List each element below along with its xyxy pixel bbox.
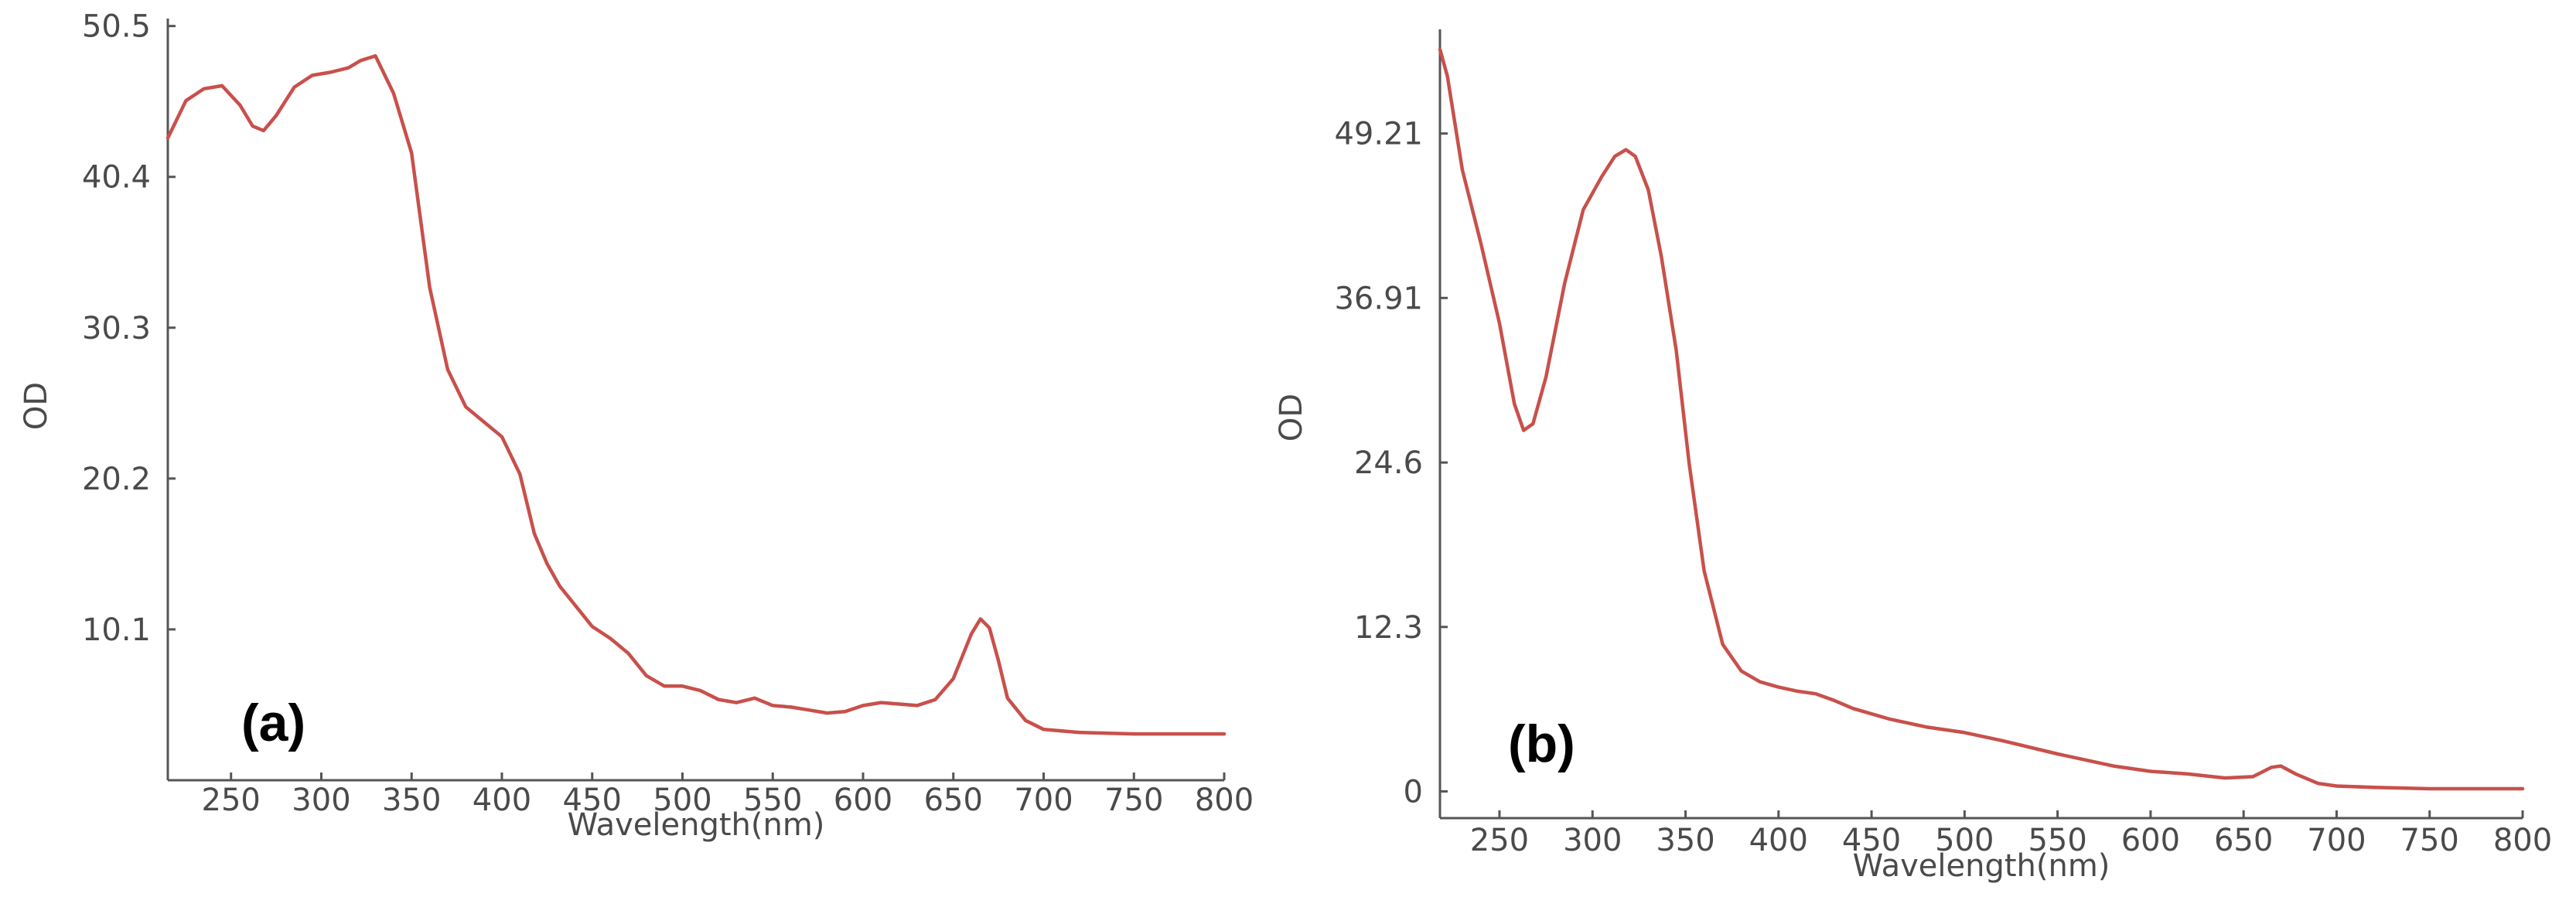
x-tick-label-a: 450 — [563, 783, 622, 818]
panel-label-b: (b) — [1508, 714, 1575, 773]
x-axis-label-a: Wavelength(nm) — [568, 807, 825, 843]
y-axis-label-a: OD — [19, 382, 54, 430]
x-tick-label-b: 650 — [2214, 823, 2273, 858]
y-axis-label-b: OD — [1274, 394, 1309, 442]
x-tick-label-b: 600 — [2121, 823, 2180, 858]
y-tick-label-a: 30.3 — [82, 311, 151, 346]
y-tick-label-b: 24.6 — [1354, 445, 1423, 481]
x-tick-label-b: 350 — [1656, 823, 1714, 858]
x-tick-label-b: 300 — [1563, 823, 1622, 858]
od-series-line-a — [165, 54, 1227, 736]
od-series-line-b — [1438, 47, 2525, 791]
y-tick-label-a: 50.5 — [82, 9, 151, 45]
x-axis-label-b: Wavelength(nm) — [1853, 848, 2110, 884]
x-tick-label-b: 550 — [2028, 823, 2086, 858]
x-tick-label-a: 800 — [1195, 783, 1254, 818]
y-tick-label-a: 20.2 — [82, 462, 151, 497]
y-tick-label-b: 12.3 — [1354, 610, 1423, 646]
panel-label-a: (a) — [241, 694, 305, 752]
x-tick-label-a: 600 — [834, 783, 892, 818]
x-tick-label-a: 500 — [653, 783, 711, 818]
x-tick-label-b: 750 — [2400, 823, 2459, 858]
x-tick-label-b: 500 — [1935, 823, 1994, 858]
x-tick-label-a: 750 — [1104, 783, 1163, 818]
x-tick-label-a: 550 — [743, 783, 802, 818]
x-tick-label-b: 800 — [2493, 823, 2552, 858]
x-tick-label-a: 700 — [1014, 783, 1073, 818]
x-tick-label-a: 400 — [473, 783, 531, 818]
y-tick-label-a: 10.1 — [82, 612, 151, 648]
x-tick-label-a: 250 — [202, 783, 261, 818]
x-tick-label-b: 450 — [1842, 823, 1901, 858]
x-tick-label-b: 400 — [1749, 823, 1808, 858]
y-tick-label-b: 49.21 — [1334, 117, 1423, 152]
x-tick-label-a: 350 — [382, 783, 441, 818]
x-tick-label-b: 250 — [1470, 823, 1529, 858]
y-tick-label-b: 0 — [1404, 774, 1423, 810]
chart-panel-b: 250 300 350 400 450 500 550 600 650 700 750 800 0 12.… — [1274, 29, 2552, 884]
chart-panel-a: 250 300 350 400 450 500 550 600 650 700 750 800 10.1… — [19, 9, 1254, 843]
y-tick-label-b: 36.91 — [1334, 281, 1423, 316]
x-tick-label-a: 650 — [924, 783, 983, 818]
x-tick-label-b: 700 — [2307, 823, 2366, 858]
y-tick-label-a: 40.4 — [82, 160, 151, 196]
x-tick-label-a: 300 — [292, 783, 350, 818]
